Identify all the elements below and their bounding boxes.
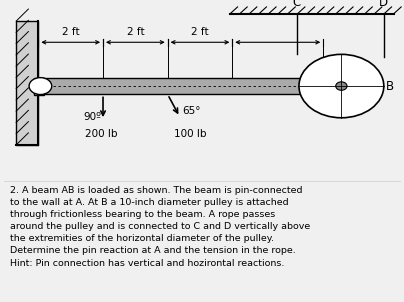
Text: C: C xyxy=(293,0,301,9)
Circle shape xyxy=(336,82,347,90)
Bar xyxy=(16,21,38,145)
Text: B: B xyxy=(386,79,394,93)
Text: 100 lb: 100 lb xyxy=(174,129,206,139)
Circle shape xyxy=(299,54,384,118)
Circle shape xyxy=(29,78,52,95)
Text: A: A xyxy=(42,78,50,91)
Text: 2 ft: 2 ft xyxy=(126,27,144,37)
Text: 65°: 65° xyxy=(182,107,200,117)
Bar xyxy=(38,78,323,94)
Text: 200 lb: 200 lb xyxy=(85,129,117,139)
Text: 90º: 90º xyxy=(83,112,101,122)
Bar xyxy=(34,78,44,95)
Text: 2 ft: 2 ft xyxy=(191,27,209,37)
Text: 2. A beam AB is loaded as shown. The beam is pin-connected
to the wall at A. At : 2. A beam AB is loaded as shown. The bea… xyxy=(10,186,310,268)
Text: D: D xyxy=(379,0,388,9)
Text: 2 ft: 2 ft xyxy=(62,27,80,37)
